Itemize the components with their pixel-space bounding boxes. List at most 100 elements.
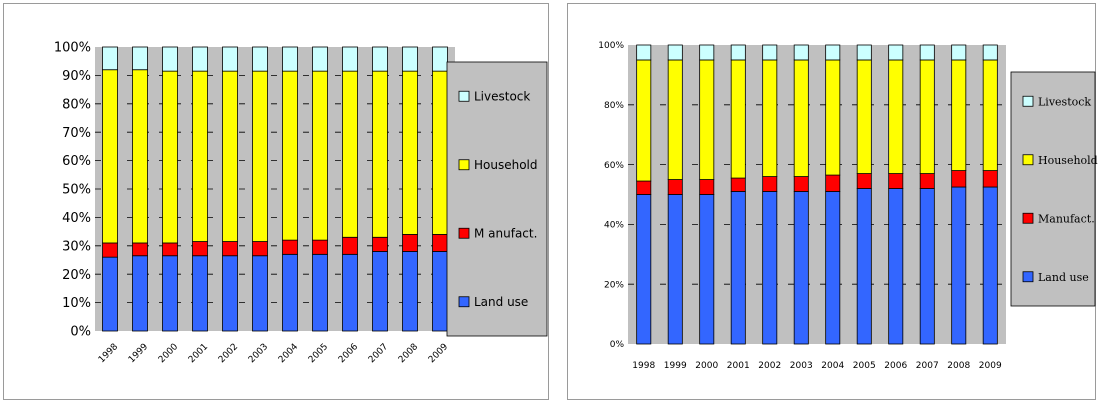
bar-manufact-1999	[132, 242, 148, 257]
y-tick-label: 40%	[604, 221, 624, 231]
bar-land-use-2006	[342, 253, 358, 332]
bar-land-use-2006	[888, 188, 904, 345]
y-tick-label: 60%	[62, 154, 91, 169]
bar-livestock-2008	[951, 44, 967, 61]
bar-livestock-2005	[312, 46, 328, 72]
bar-livestock-2001	[192, 46, 208, 72]
y-tick-label: 80%	[62, 97, 91, 112]
legend-box	[446, 61, 548, 337]
bar-manufact-2001	[192, 241, 208, 257]
bar-manufact-2005	[312, 239, 328, 255]
bar-land-use-2008	[951, 186, 967, 345]
bar-land-use-2005	[856, 188, 872, 345]
y-tick-label: 20%	[604, 280, 624, 290]
plot-area	[628, 45, 1006, 344]
legend-label-livestock: Livestock	[474, 89, 530, 103]
stacked-percent-bar-chart-right: 0% 20% 40% 60% 80% 100% 1998 1999 2000 2001 2002 20…	[598, 41, 1097, 371]
legend-swatch-livestock	[458, 90, 470, 102]
bar-livestock-2004	[825, 44, 841, 61]
bar-livestock-2006	[342, 46, 358, 72]
bar-household-2005	[856, 59, 872, 174]
bar-land-use-2003	[793, 191, 809, 345]
bar-manufact-2007	[372, 236, 388, 252]
bar-household-1999	[667, 59, 683, 180]
bar-manufact-2000	[162, 242, 178, 257]
bar-land-use-2001	[730, 191, 746, 345]
bar-household-2002	[222, 70, 238, 242]
y-tick-label: 90%	[62, 69, 91, 84]
bar-manufact-1999	[667, 179, 683, 195]
bar-land-use-1999	[132, 255, 148, 332]
y-tick-label: 0%	[70, 325, 91, 340]
bar-household-1999	[132, 69, 148, 244]
bar-land-use-2001	[192, 255, 208, 332]
y-tick-label: 0%	[610, 340, 625, 350]
x-tick-label: 2003	[790, 361, 813, 371]
bar-household-1998	[102, 69, 118, 244]
bar-land-use-1998	[102, 256, 118, 332]
bar-manufact-2002	[762, 176, 778, 192]
bar-livestock-2007	[372, 46, 388, 72]
bar-manufact-2000	[699, 179, 715, 195]
bar-household-2001	[192, 70, 208, 242]
bar-land-use-2002	[762, 191, 778, 345]
x-tick-label: 1998	[632, 361, 655, 371]
bar-household-2000	[162, 70, 178, 244]
x-tick-label: 2000	[695, 361, 718, 371]
bar-land-use-2004	[825, 191, 841, 345]
bar-manufact-2003	[252, 241, 268, 257]
x-tick-label: 2009	[427, 342, 450, 365]
bar-household-2006	[342, 70, 358, 238]
bar-manufact-2002	[222, 241, 238, 257]
bar-household-2006	[888, 59, 904, 174]
bar-manufact-2006	[342, 236, 358, 255]
legend-label-land-use: Land use	[1038, 271, 1089, 284]
legend-label-household: Household	[474, 158, 538, 172]
bar-land-use-2000	[162, 255, 178, 332]
legend-swatch-manufact	[458, 227, 470, 239]
bar-household-2002	[762, 59, 778, 177]
y-tick-label: 70%	[62, 126, 91, 141]
bar-household-2008	[402, 70, 418, 235]
stacked-percent-bar-chart-left: 0% 10% 20% 30% 40% 50% 60% 70% 80% 90% 100% 1998 199…	[54, 41, 548, 365]
bar-livestock-1998	[102, 46, 118, 71]
bar-livestock-2002	[222, 46, 238, 72]
y-tick-label: 80%	[604, 101, 624, 111]
bar-household-2007	[919, 59, 935, 174]
bar-livestock-2009	[982, 44, 998, 61]
bar-household-1998	[636, 59, 652, 182]
x-tick-label: 2001	[187, 342, 210, 365]
x-tick-label: 2007	[367, 342, 390, 365]
y-tick-label: 40%	[62, 211, 91, 226]
x-tick-label: 1999	[127, 342, 150, 365]
bar-livestock-2006	[888, 44, 904, 61]
legend-label-manufact: M anufact.	[474, 226, 537, 240]
bar-livestock-2009	[432, 46, 448, 72]
bar-manufact-2009	[432, 234, 448, 252]
bar-manufact-2006	[888, 173, 904, 189]
y-tick-label: 100%	[598, 41, 624, 51]
bar-household-2007	[372, 70, 388, 238]
bar-household-2003	[793, 59, 809, 177]
x-tick-label: 2006	[337, 342, 360, 365]
x-tick-label: 1999	[664, 361, 687, 371]
bar-household-2001	[730, 59, 746, 179]
legend-swatch-land-use	[1022, 271, 1034, 283]
legend-box	[1010, 71, 1096, 307]
y-tick-label: 60%	[604, 161, 624, 171]
bar-land-use-2009	[982, 186, 998, 345]
bar-land-use-2009	[432, 251, 448, 332]
bar-livestock-1999	[667, 44, 683, 61]
bar-land-use-2000	[699, 194, 715, 345]
bar-livestock-2003	[793, 44, 809, 61]
bar-livestock-2003	[252, 46, 268, 72]
y-tick-label: 50%	[62, 183, 91, 198]
x-tick-label: 2004	[821, 361, 844, 371]
bar-land-use-2005	[312, 253, 328, 332]
y-tick-label: 30%	[62, 239, 91, 254]
bar-livestock-2008	[402, 46, 418, 72]
bar-land-use-2004	[282, 253, 298, 332]
bar-household-2008	[951, 59, 967, 171]
bar-manufact-2004	[282, 239, 298, 255]
x-tick-label: 2007	[916, 361, 939, 371]
